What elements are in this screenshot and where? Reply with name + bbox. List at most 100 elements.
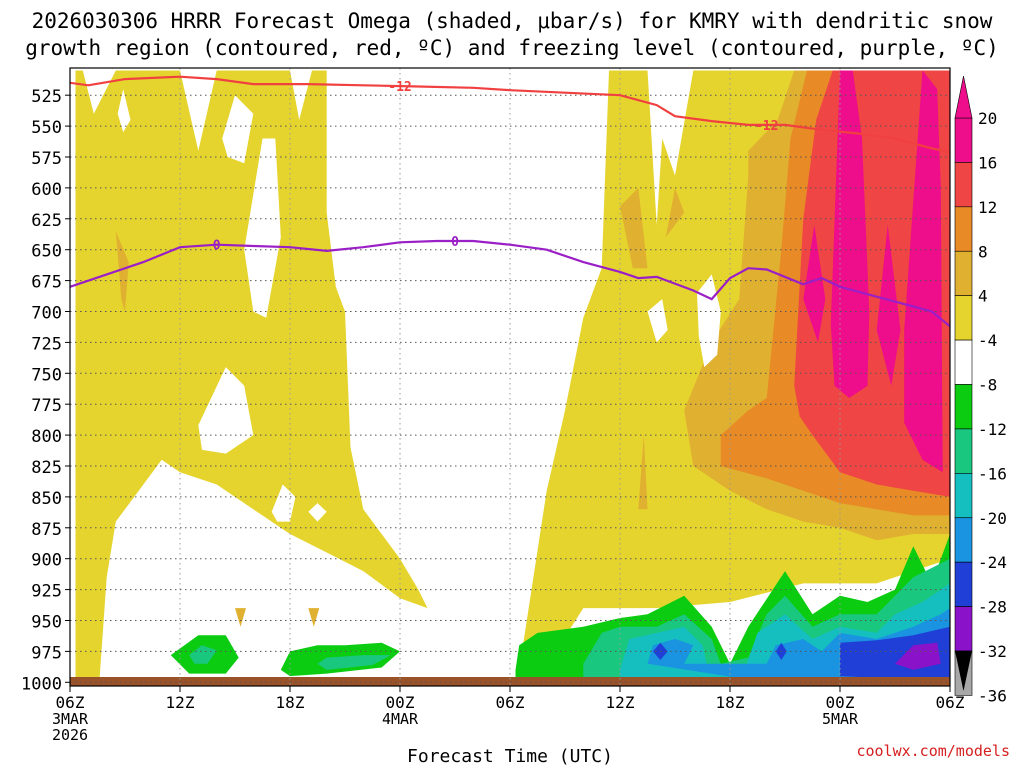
omega-region-white-33 [697, 274, 721, 368]
colorbar-level-11: -28 [978, 598, 1007, 617]
colorbar-level-6: -8 [978, 376, 997, 395]
omega-region-dyellow-2 [115, 231, 129, 312]
omega-shaded-field [70, 70, 950, 686]
x-axis-label: Forecast Time (UTC) [407, 746, 613, 767]
omega-region-dyellow-6 [638, 435, 648, 510]
contour-lines: -12 -12 0 0 [70, 75, 950, 328]
contour-label-0-1: -12 [755, 119, 778, 134]
omega-region-dyellow-3 [235, 608, 246, 627]
y-tick-label-675: 675 [31, 273, 62, 293]
y-tick-label-875: 875 [31, 520, 62, 540]
x-tick-label-6: 18Z [716, 693, 745, 712]
omega-region-white-29 [244, 138, 281, 318]
y-tick-label-1000: 1000 [21, 674, 62, 694]
colorbar-level-7: -12 [978, 420, 1007, 439]
colorbar-bin-red [954, 162, 973, 208]
omega-region-magenta-13 [876, 225, 901, 386]
colorbar-bin-orange [954, 206, 973, 252]
colorbar-level-0: 20 [978, 109, 997, 128]
y-tick-label-850: 850 [31, 489, 62, 509]
colorbar-bin-white [954, 339, 973, 385]
colorbar-bin-blue [954, 561, 973, 607]
colorbar-level-10: -24 [978, 553, 1007, 572]
y-tick-label-625: 625 [31, 211, 62, 231]
x-tick-label-1: 12Z [166, 693, 195, 712]
y-tick-label-800: 800 [31, 427, 62, 447]
x-tick-label-4: 06Z [496, 693, 525, 712]
title-line-2: growth region (contoured, red, ºC) and f… [25, 36, 999, 60]
contour-label-0-0: -12 [388, 80, 411, 95]
colorbar-bin-green2 [954, 428, 973, 474]
contour-line-0 [70, 75, 950, 154]
colorbar-bin-dyellow [954, 250, 973, 296]
colorbar-bin-yellow [954, 295, 973, 341]
x-tick-label-7: 00Z [826, 693, 855, 712]
omega-region-white-32 [308, 503, 327, 522]
colorbar-bin-green1 [954, 384, 973, 430]
colorbar-level-2: 12 [978, 198, 997, 217]
colorbar-level-1: 16 [978, 153, 997, 172]
omega-region-green2-18 [317, 655, 391, 670]
y-tick-label-700: 700 [31, 303, 62, 323]
colorbar-level-9: -20 [978, 509, 1007, 528]
x-tick-sublabel-7-0: 5MAR [822, 710, 859, 728]
omega-region-white-27 [117, 89, 131, 133]
y-tick-label-550: 550 [31, 118, 62, 138]
x-tick-label-0: 06Z [56, 693, 85, 712]
x-tick-label-8: 06Z [936, 693, 965, 712]
colorbar-level-13: -36 [978, 686, 1007, 705]
omega-region-magenta-11 [803, 225, 826, 343]
contour-line-1 [70, 239, 950, 328]
omega-region-magenta-14 [904, 70, 943, 473]
omega-region-white-28 [222, 95, 254, 164]
title-line-1: 2026030306 HRRR Forecast Omega (shaded, … [31, 9, 993, 33]
colorbar-level-4: 4 [978, 287, 988, 306]
colorbar-bottom-arrow [955, 651, 972, 691]
colorbar-bin-purple [954, 606, 973, 652]
y-tick-label-950: 950 [31, 612, 62, 632]
x-tick-label-5: 12Z [606, 693, 635, 712]
contour-label-1-0: 0 [213, 239, 221, 254]
y-tick-label-725: 725 [31, 334, 62, 354]
colorbar-level-8: -16 [978, 464, 1007, 483]
x-tick-sublabel-0-0: 3MAR [52, 710, 89, 728]
omega-region-dyellow-5 [620, 187, 648, 269]
chart-title: 2026030306 HRRR Forecast Omega (shaded, … [0, 8, 1024, 62]
omega-region-green2-16 [189, 645, 217, 664]
colorbar-legend: 20 16 12 8 4 -4 -8 -12 -16 -20 -24 -28 -32 -36 [954, 75, 1007, 705]
grid-lines [70, 68, 950, 686]
ground-strip [70, 677, 950, 686]
axes: 525 550 575 600 625 650 675 700 725 750 775 800 825 8… [21, 67, 965, 744]
y-tick-label-975: 975 [31, 643, 62, 663]
colorbar-level-3: 8 [978, 242, 988, 261]
x-tick-sublabel-3-0: 4MAR [382, 710, 419, 728]
y-tick-label-775: 775 [31, 396, 62, 416]
colorbar-top-arrow [954, 75, 973, 119]
omega-region-yellow-0 [75, 70, 428, 683]
x-tick-label-3: 00Z [386, 693, 415, 712]
y-tick-label-575: 575 [31, 149, 62, 169]
x-tick-sublabel-0-1: 2026 [52, 726, 88, 744]
colorbar-bin-magenta [954, 117, 973, 163]
y-tick-label-525: 525 [31, 87, 62, 107]
credit-link[interactable]: coolwx.com/models [856, 742, 1010, 760]
omega-region-dyellow-7 [665, 187, 685, 238]
x-tick-label-2: 18Z [276, 693, 305, 712]
omega-region-white-34 [647, 299, 668, 343]
y-tick-label-600: 600 [31, 180, 62, 200]
colorbar-level-12: -32 [978, 642, 1007, 661]
y-tick-label-750: 750 [31, 365, 62, 385]
contour-label-1-1: 0 [451, 235, 459, 250]
omega-region-magenta-12 [830, 70, 870, 398]
y-tick-label-650: 650 [31, 242, 62, 262]
y-tick-label-925: 925 [31, 582, 62, 602]
colorbar-bin-sky [954, 517, 973, 563]
omega-region-white-30 [198, 367, 254, 454]
y-tick-label-900: 900 [31, 551, 62, 571]
omega-region-purple-26 [895, 642, 941, 670]
colorbar-bin-cyan [954, 473, 973, 519]
y-tick-label-825: 825 [31, 458, 62, 478]
colorbar-level-5: -4 [978, 331, 997, 350]
omega-region-dyellow-4 [308, 608, 320, 627]
